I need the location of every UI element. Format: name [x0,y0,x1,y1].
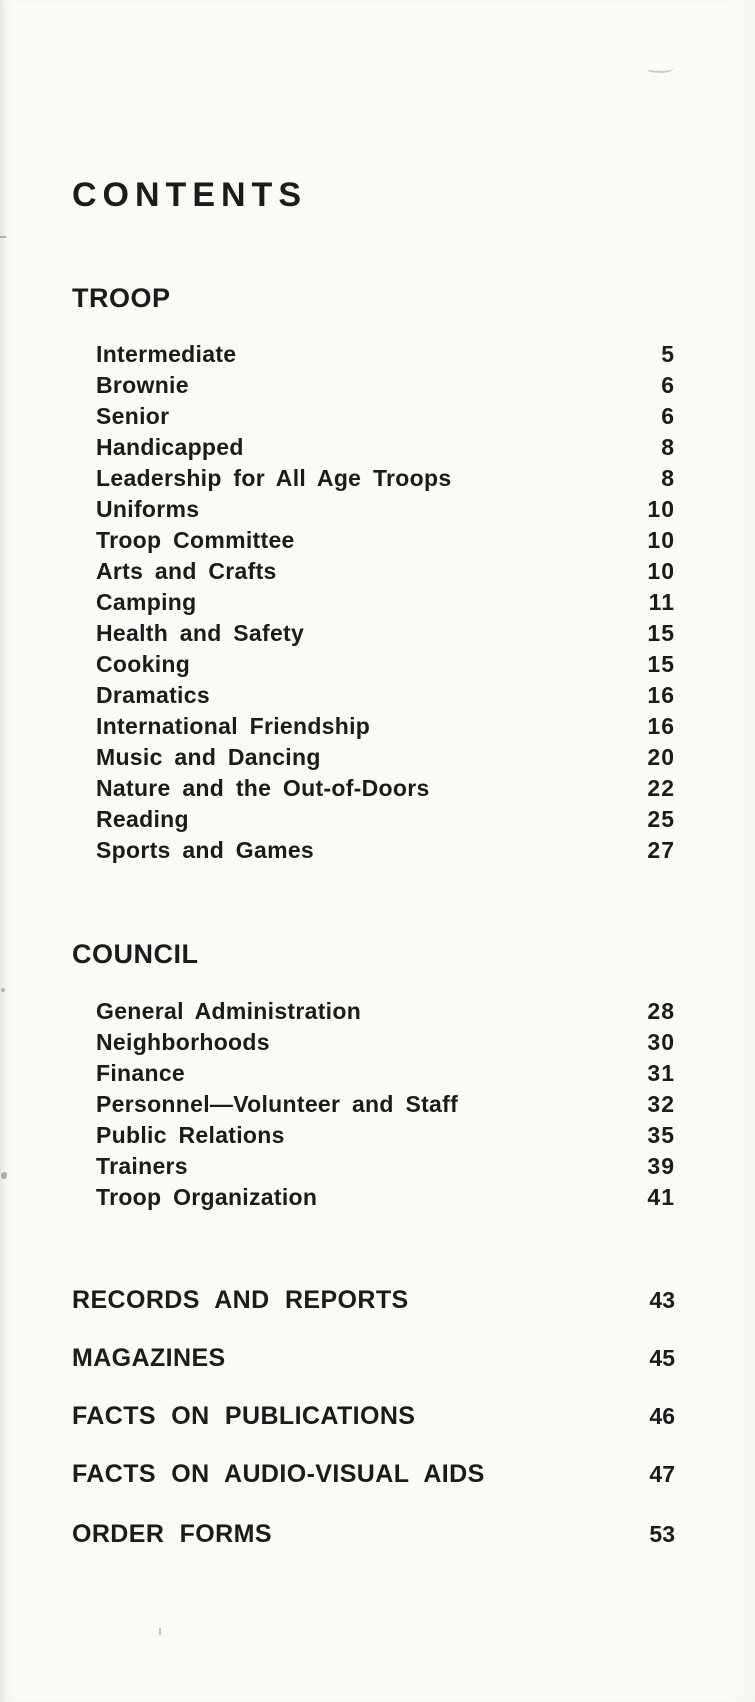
toc-row: Leadership for All Age Troops 8 [96,463,675,494]
toc-entry-page: 15 [647,651,675,677]
toc-entry-label: Handicapped [96,434,244,460]
major-section-label: FACTS ON PUBLICATIONS [72,1402,416,1430]
major-section-row: ORDER FORMS 53 [72,1522,675,1547]
toc-row: Handicapped 8 [96,432,675,463]
toc-entry-page: 6 [661,403,675,429]
major-section-page: 43 [649,1287,675,1313]
major-section-page: 46 [649,1403,675,1429]
toc-entry-page: 16 [647,682,675,708]
toc-row: Uniforms 10 [96,494,675,525]
toc-row: Troop Organization 41 [96,1182,675,1213]
toc-row: Intermediate 5 [96,339,675,370]
toc-entry-page: 32 [647,1091,675,1117]
toc-entry-label: General Administration [96,998,362,1024]
scan-artifact-tick [0,236,6,238]
toc-entry-label: Music and Dancing [96,744,321,770]
toc-row: Public Relations 35 [96,1120,675,1151]
toc-entry-label: Public Relations [96,1122,285,1148]
toc-entry-page: 25 [647,806,675,832]
toc-entry-page: 20 [647,744,675,770]
toc-entry-label: Arts and Crafts [96,558,277,584]
toc-row: Music and Dancing 20 [96,742,675,773]
toc-entry-label: Dramatics [96,682,210,708]
toc-row: Cooking 15 [96,649,675,680]
toc-entry-label: Troop Organization [96,1184,318,1210]
major-section-row: FACTS ON AUDIO-VISUAL AIDS 47 [72,1462,675,1487]
toc-row: Reading 25 [96,804,675,835]
toc-entry-label: Cooking [96,651,191,677]
toc-row: Personnel—Volunteer and Staff 32 [96,1089,675,1120]
toc-entry-label: Intermediate [96,341,237,367]
toc-entry-page: 31 [647,1060,675,1086]
page-title: CONTENTS [72,176,307,214]
toc-entry-page: 8 [661,465,675,491]
toc-entry-page: 10 [647,558,675,584]
toc-row: General Administration 28 [96,996,675,1027]
scan-artifact-mark [1,1172,7,1179]
toc-row: International Friendship 16 [96,711,675,742]
toc-entry-label: International Friendship [96,713,371,739]
toc-entry-page: 35 [647,1122,675,1148]
major-section-page: 47 [649,1461,675,1487]
toc-row: Camping 11 [96,587,675,618]
troop-toc-list: Intermediate 5 Brownie 6 Senior 6 Handicapp… [96,339,675,866]
scan-artifact-tick [159,1628,161,1635]
toc-entry-page: 28 [647,998,675,1024]
toc-entry-page: 10 [647,496,675,522]
toc-entry-label: Sports and Games [96,837,315,863]
toc-entry-label: Finance [96,1060,186,1086]
toc-entry-label: Brownie [96,372,189,398]
toc-entry-label: Personnel—Volunteer and Staff [96,1091,459,1117]
major-section-row: RECORDS AND REPORTS 43 [72,1288,675,1313]
toc-entry-page: 5 [661,341,675,367]
toc-entry-label: Camping [96,589,197,615]
toc-row: Health and Safety 15 [96,618,675,649]
major-section-label: ORDER FORMS [72,1520,272,1548]
council-toc-list: General Administration 28 Neighborhoods 30… [96,996,675,1213]
toc-entry-page: 8 [661,434,675,460]
scan-artifact-squiggle [647,61,675,74]
toc-entry-page: 10 [647,527,675,553]
toc-row: Dramatics 16 [96,680,675,711]
major-section-row: MAGAZINES 45 [72,1346,675,1371]
toc-row: Nature and the Out-of-Doors 22 [96,773,675,804]
toc-entry-page: 11 [648,589,675,615]
toc-entry-page: 39 [647,1153,675,1179]
major-section-page: 45 [649,1345,675,1371]
section-heading-troop: TROOP [72,283,171,313]
toc-row: Sports and Games 27 [96,835,675,866]
section-heading-council: COUNCIL [72,939,199,969]
toc-entry-page: 22 [647,775,675,801]
major-section-label: MAGAZINES [72,1344,226,1372]
toc-entry-page: 30 [647,1029,675,1055]
major-section-row: FACTS ON PUBLICATIONS 46 [72,1404,675,1429]
toc-entry-label: Reading [96,806,189,832]
toc-entry-page: 27 [647,837,675,863]
toc-entry-page: 16 [647,713,675,739]
toc-entry-page: 41 [647,1184,675,1210]
toc-entry-label: Leadership for All Age Troops [96,465,452,491]
toc-entry-label: Uniforms [96,496,200,522]
toc-entry-label: Trainers [96,1153,188,1179]
toc-entry-label: Nature and the Out-of-Doors [96,775,430,801]
major-section-page: 53 [649,1521,675,1547]
toc-entry-label: Neighborhoods [96,1029,270,1055]
toc-entry-label: Troop Committee [96,527,295,553]
major-section-label: RECORDS AND REPORTS [72,1286,409,1314]
toc-entry-page: 15 [647,620,675,646]
toc-entry-label: Senior [96,403,170,429]
toc-row: Arts and Crafts 10 [96,556,675,587]
toc-entry-label: Health and Safety [96,620,305,646]
toc-row: Troop Committee 10 [96,525,675,556]
major-section-label: FACTS ON AUDIO-VISUAL AIDS [72,1460,485,1488]
toc-row: Senior 6 [96,401,675,432]
toc-row: Finance 31 [96,1058,675,1089]
toc-row: Neighborhoods 30 [96,1027,675,1058]
toc-row: Brownie 6 [96,370,675,401]
scan-artifact-dot [1,988,5,992]
toc-row: Trainers 39 [96,1151,675,1182]
toc-entry-page: 6 [661,372,675,398]
